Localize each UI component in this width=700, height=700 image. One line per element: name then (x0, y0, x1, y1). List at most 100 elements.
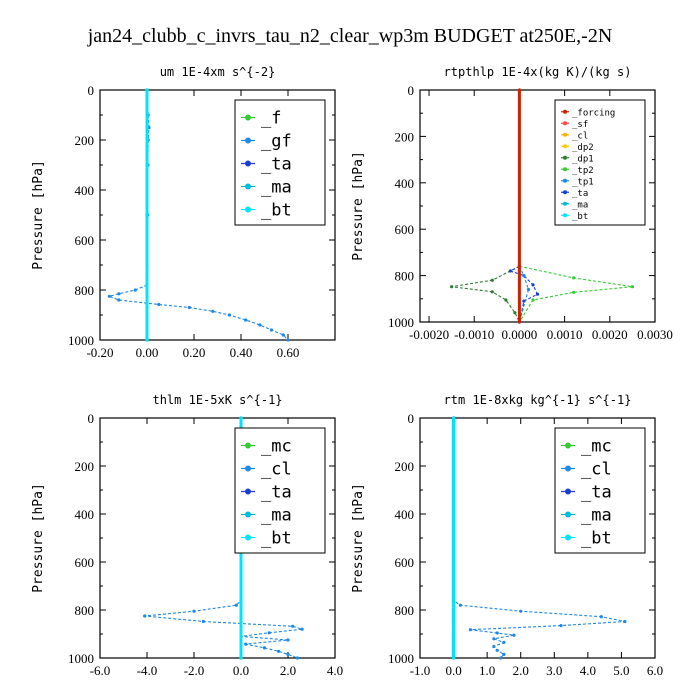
x-tick-label: 3.0 (546, 663, 562, 678)
panel-title: um 1E-4xm s^{-2} (160, 65, 276, 79)
x-tick-label: -4.0 (137, 663, 158, 678)
y-tick-label: 0 (408, 411, 415, 426)
y-tick-label: 200 (395, 459, 415, 474)
data-point (458, 603, 462, 607)
y-tick-label: 800 (395, 269, 415, 284)
panel-title: rtpthlp 1E-4x(kg K)/(kg s) (444, 65, 632, 79)
series-line-cl (453, 418, 625, 659)
data-point (117, 298, 121, 302)
series-line-tp2 (518, 265, 633, 323)
data-point (267, 631, 271, 635)
data-point (281, 333, 285, 337)
data-point (258, 323, 262, 327)
legend-label: _cl (261, 460, 292, 480)
x-tick-label: -0.20 (86, 345, 113, 360)
legend-label: _ma (261, 506, 292, 526)
legend-marker (563, 178, 567, 183)
y-tick-label: 600 (395, 555, 415, 570)
legend-marker (245, 183, 251, 190)
legend-marker (565, 465, 571, 472)
data-point (531, 298, 535, 302)
data-point (513, 311, 517, 315)
legend-label: _sf (572, 120, 588, 130)
legend-label: _mc (261, 437, 292, 457)
data-point (291, 624, 295, 628)
data-point (526, 287, 531, 292)
y-tick-label: 600 (75, 233, 95, 248)
data-point (117, 292, 121, 296)
legend-marker (563, 109, 567, 114)
data-point (286, 338, 290, 342)
y-tick-label: 800 (75, 283, 95, 298)
data-point (492, 644, 496, 649)
legend-marker (565, 511, 571, 518)
legend-label: _ma (261, 178, 292, 198)
legend-marker (563, 121, 567, 126)
legend-marker (563, 144, 567, 149)
data-point (244, 318, 248, 322)
data-point (535, 292, 540, 296)
x-tick-label: 1.0 (479, 663, 495, 678)
x-tick-label: 0.40 (230, 345, 253, 360)
legend-marker (245, 442, 251, 449)
data-point (300, 627, 304, 631)
legend-label: _ta (572, 189, 588, 199)
series-line-tp1 (518, 266, 530, 323)
x-tick-label: 0.0030 (637, 327, 673, 342)
data-point (502, 652, 506, 657)
legend-marker (245, 137, 251, 144)
data-point (262, 646, 267, 650)
legend-marker (563, 167, 567, 172)
y-tick-label: 200 (395, 129, 415, 144)
x-tick-label: 0.0 (445, 663, 461, 678)
panel-4: rtm 1E-8xkg kg^{-1} s^{-1} Pressure [hPa]… (351, 393, 663, 678)
x-tick-label: -0.0010 (454, 327, 494, 342)
data-point (201, 619, 205, 624)
panels: um 1E-4xm s^{-2} Pressure [hPa] 0 200 400 600… (31, 65, 673, 678)
data-point (286, 652, 290, 657)
data-point (145, 338, 149, 342)
data-point (490, 278, 494, 282)
legend-marker (563, 213, 567, 218)
x-tick-label: 6.0 (647, 663, 663, 678)
legend-marker (245, 114, 251, 121)
data-point (269, 328, 274, 332)
legend-label: _tp1 (572, 177, 594, 187)
data-point (495, 631, 499, 635)
legend-label: _bt (572, 212, 588, 222)
legend-label: _cl (572, 131, 588, 141)
data-point (490, 290, 494, 294)
x-tick-label: 2.0 (513, 663, 529, 678)
data-point (452, 656, 456, 660)
x-tick-label: 0.60 (277, 345, 300, 360)
legend-marker (563, 201, 567, 206)
legend-marker (563, 132, 567, 137)
y-tick-label: 0 (88, 83, 95, 98)
y-tick-label: 1000 (68, 333, 94, 348)
y-tick-label: 0 (408, 83, 415, 98)
data-point (107, 294, 111, 298)
x-tick-label: -6.0 (90, 663, 111, 678)
panel-title: thlm 1E-5xK s^{-1} (152, 393, 282, 407)
data-point (157, 302, 161, 307)
legend: _forcing _sf_cl _dp2_dp1 _tp2_tp1 _ta_ma _bt (554, 99, 646, 226)
legend: _f _gf _ta _ma _bt (234, 99, 326, 226)
x-tick-label: 2.0 (280, 663, 296, 678)
data-point (234, 603, 238, 607)
data-point (495, 648, 499, 652)
legend-marker (245, 534, 251, 541)
data-point (145, 88, 149, 92)
legend-marker (245, 511, 251, 518)
data-point (295, 656, 299, 660)
legend-label: _gf (261, 132, 292, 152)
x-tick-label: 4.0 (327, 663, 343, 678)
y-axis-label: Pressure [hPa] (31, 483, 46, 593)
data-point (519, 609, 523, 613)
data-point (572, 290, 576, 294)
legend-label: _ma (581, 506, 612, 526)
y-axis-label: Pressure [hPa] (351, 483, 366, 593)
data-point (499, 656, 503, 660)
panel-3: thlm 1E-5xK s^{-1} Pressure [hPa] 0 200 400 6… (31, 393, 343, 678)
y-tick-label: 600 (395, 222, 415, 237)
